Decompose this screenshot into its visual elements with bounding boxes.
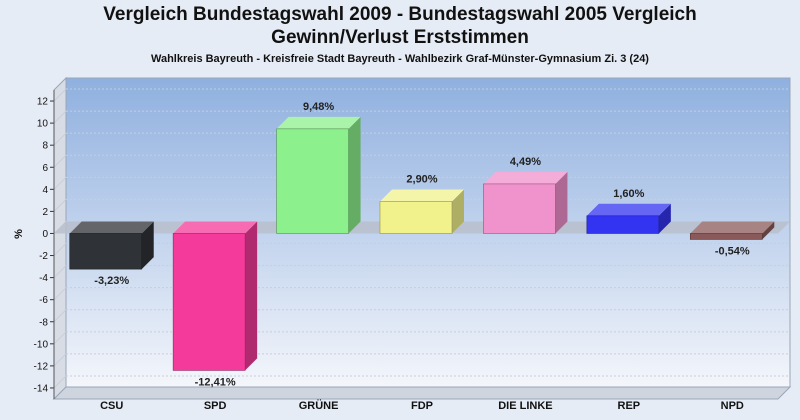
plot-background bbox=[52, 76, 792, 401]
gridline-side bbox=[53, 309, 67, 323]
y-axis-label: % bbox=[13, 229, 25, 239]
bar-side bbox=[762, 221, 775, 240]
bar-top bbox=[69, 221, 154, 234]
bar-front bbox=[69, 233, 143, 270]
category-label: NPD bbox=[721, 400, 744, 412]
bar-top bbox=[173, 221, 258, 234]
bar-top bbox=[276, 116, 361, 129]
gridline-side bbox=[53, 132, 67, 146]
y-tick-label: -2 bbox=[39, 251, 48, 262]
bar-front bbox=[586, 215, 660, 234]
plot-floor bbox=[52, 386, 792, 400]
gridline-side bbox=[53, 331, 67, 345]
category-label: REP bbox=[618, 400, 641, 412]
bar-top bbox=[380, 189, 464, 202]
bar-top bbox=[483, 171, 568, 184]
bar-die-linke bbox=[483, 171, 568, 234]
gridline-side bbox=[53, 110, 67, 124]
gridline-side bbox=[53, 154, 67, 168]
value-label: -12,41% bbox=[195, 376, 236, 388]
gridline-side bbox=[53, 287, 67, 301]
y-tick-label: -10 bbox=[34, 339, 49, 350]
category-label: SPD bbox=[204, 400, 227, 412]
bar-front bbox=[689, 233, 763, 240]
chart-title-line1: Vergleich Bundestagswahl 2009 - Bundesta… bbox=[103, 4, 697, 25]
bar-top bbox=[586, 203, 671, 216]
bar-grüne bbox=[276, 116, 361, 234]
gridline-side bbox=[53, 199, 67, 212]
value-label: 9,48% bbox=[303, 101, 334, 113]
y-tick-label: 8 bbox=[42, 141, 48, 152]
bar-side bbox=[452, 189, 464, 234]
gridline-side bbox=[53, 243, 67, 256]
y-tick-label: -8 bbox=[39, 317, 48, 328]
value-label: -0,54% bbox=[715, 245, 750, 257]
gridline-side bbox=[53, 375, 67, 389]
y-tick-label: 10 bbox=[37, 119, 49, 130]
bar-top bbox=[690, 221, 775, 234]
bar-front bbox=[379, 201, 453, 234]
bar-front bbox=[483, 183, 556, 234]
y-tick-label: -4 bbox=[39, 273, 48, 284]
bar-npd bbox=[689, 221, 775, 240]
labels: 12 10 8 6 4 2 0 -2 -4 -6 -8 -10 -12 -14% -3,23% CSU -12,… bbox=[13, 97, 750, 412]
bars bbox=[69, 116, 775, 371]
bar-side bbox=[658, 203, 671, 234]
category-label: CSU bbox=[100, 400, 123, 412]
category-label: GRÜNE bbox=[299, 399, 339, 412]
value-label: -3,23% bbox=[94, 275, 129, 287]
y-tick-label: 2 bbox=[42, 207, 48, 218]
y-tick-label: -12 bbox=[34, 361, 49, 372]
bar-csu bbox=[69, 221, 154, 270]
value-label: 1,60% bbox=[613, 188, 644, 200]
y-tick-label: -14 bbox=[34, 383, 49, 394]
gridline-side bbox=[53, 176, 67, 190]
y-tick-label: 0 bbox=[42, 229, 48, 240]
bar-front bbox=[276, 128, 349, 234]
bar-side bbox=[555, 171, 568, 234]
category-label: DIE LINKE bbox=[498, 400, 552, 412]
bar-side bbox=[245, 221, 258, 371]
bar-front bbox=[172, 233, 246, 371]
bar-rep bbox=[586, 203, 671, 234]
y-tick-label: 12 bbox=[37, 97, 49, 108]
chart-title-line2: Gewinn/Verlust Erststimmen bbox=[271, 27, 529, 48]
y-tick-label: -6 bbox=[39, 295, 48, 306]
gridline-side bbox=[53, 353, 67, 367]
y-tick-label: 6 bbox=[42, 163, 48, 174]
category-label: FDP bbox=[411, 400, 433, 412]
bar-fdp bbox=[379, 189, 464, 234]
plot-side-wall bbox=[53, 76, 67, 401]
gridline-side bbox=[53, 88, 67, 102]
value-label: 2,90% bbox=[406, 173, 437, 185]
bar-side bbox=[348, 116, 361, 234]
chart-subtitle: Wahlkreis Bayreuth - Kreisfreie Stadt Ba… bbox=[151, 53, 649, 65]
y-tick-label: 4 bbox=[42, 185, 48, 196]
gridline-side bbox=[53, 265, 67, 278]
value-label: 4,49% bbox=[510, 156, 541, 168]
chart-title: Vergleich Bundestagswahl 2009 - Bundesta… bbox=[0, 3, 800, 49]
bar-side bbox=[141, 221, 154, 270]
bar-spd bbox=[172, 221, 258, 371]
